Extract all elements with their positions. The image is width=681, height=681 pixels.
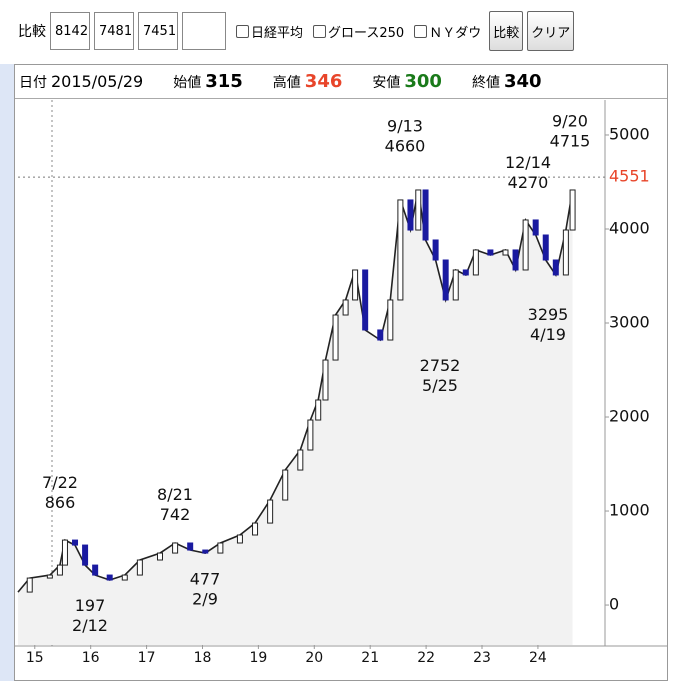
code-input[interactable]: 8142 — [50, 12, 90, 50]
info-bar: 日付 2015/05/29 始値 315 高値 346 安値 300 終値 340 — [15, 65, 667, 99]
date-label: 日付 — [19, 74, 47, 91]
low: 300 — [404, 71, 442, 92]
code-input[interactable]: 7481 — [94, 12, 134, 50]
checkbox-label: グロース250 — [328, 25, 405, 41]
left-strip — [0, 64, 14, 681]
clear-button[interactable]: クリア — [527, 11, 575, 51]
code-input[interactable]: 7451 — [138, 12, 178, 50]
compare-button[interactable]: 比較 — [489, 11, 524, 51]
code-input[interactable] — [182, 12, 226, 50]
high-label: 高値 — [272, 74, 301, 91]
checkbox[interactable]: グロース250 — [313, 22, 404, 41]
close: 340 — [503, 71, 542, 92]
high: 346 — [304, 71, 343, 92]
checkbox-label: 日経平均 — [251, 25, 304, 41]
close-label: 終値 — [471, 74, 500, 91]
checkbox-label: ＮＹダウ — [429, 25, 482, 41]
open-label: 始値 — [173, 74, 202, 91]
toolbar: 比較 8142 7481 7451 日経平均 グロース250 ＮＹダウ 比較 ク… — [0, 0, 681, 62]
checkbox[interactable]: ＮＹダウ — [414, 22, 481, 41]
compare-label: 比較 — [18, 24, 46, 40]
open: 315 — [205, 71, 243, 92]
chart-frame — [14, 64, 668, 681]
low-label: 安値 — [372, 74, 401, 91]
checkbox[interactable]: 日経平均 — [236, 22, 303, 41]
date: 2015/05/29 — [51, 72, 144, 91]
